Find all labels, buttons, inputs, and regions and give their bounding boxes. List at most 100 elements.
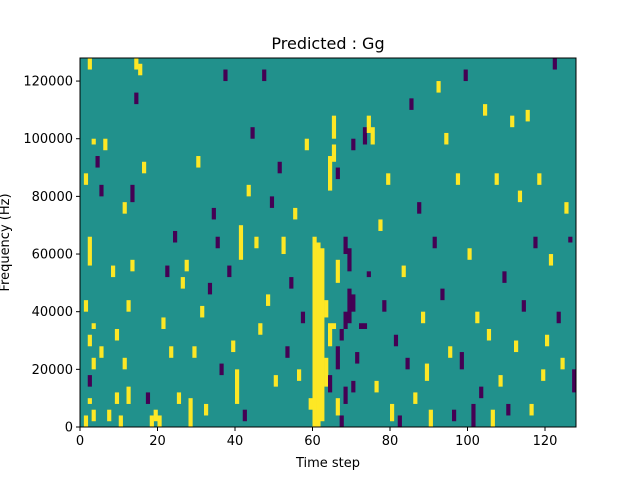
heatmap-cell [316,242,321,427]
heatmap-cell [126,300,131,312]
heatmap-cell [448,346,453,358]
heatmap-cell [560,357,565,370]
heatmap-cell [258,323,263,335]
heatmap-cell [436,81,441,93]
heatmap-cell [510,115,515,128]
heatmap-cell [331,115,337,139]
heatmap-cell [134,58,139,70]
heatmap-cell [99,184,104,197]
heatmap-cell [118,415,123,427]
heatmap-cell [324,300,329,318]
heatmap-cell [281,236,286,255]
heatmap-cell [188,398,193,427]
heatmap-cells [83,58,577,427]
heatmap-cell [452,409,457,422]
heatmap-cell [126,386,131,404]
heatmap-cell [122,202,127,214]
heatmap-cell [517,190,523,203]
heatmap-cell [335,346,340,370]
heatmap-cell [362,127,368,145]
heatmap-cell [176,392,182,404]
heatmap-cell [331,323,337,329]
x-axis: 0 20 40 60 80 100 120 [76,427,558,449]
heatmap-cell [293,207,298,220]
heatmap-cell [91,138,96,145]
heatmap-cell [393,334,399,347]
heatmap-cell [111,265,116,278]
heatmap-cell [459,352,464,370]
heatmap-cell [421,311,426,324]
heatmap-cell [343,386,348,404]
heatmap-cell [180,277,185,289]
heatmap-cell [91,323,96,329]
heatmap-cell [328,375,333,393]
plot-frame [79,57,577,428]
heatmap-cell [331,144,337,162]
heatmap-cell [103,138,108,151]
heatmap-cell [207,282,213,295]
heatmap-cell [444,132,449,145]
heatmap-cell [107,409,112,422]
heatmap-cell [308,398,313,410]
heatmap-cell [138,63,143,76]
x-tick-label: 40 [227,434,244,449]
heatmap-cell [231,340,236,353]
heatmap-cell [362,323,368,329]
heatmap-cell [145,392,151,404]
heatmap-cell [347,248,352,272]
chart-title: Predicted : Gg [271,34,384,53]
heatmap-cell [285,346,290,358]
heatmap-cell [91,357,96,370]
heatmap-cell [417,202,422,214]
heatmap-cell [374,380,379,393]
heatmap-cell [250,127,255,139]
heatmap-cell [568,236,573,243]
heatmap-cell [525,109,530,122]
y-tick-label: 40000 [32,305,73,320]
heatmap-cell [428,409,433,427]
heatmap-cell [87,375,92,387]
heatmap-cell [463,69,468,82]
heatmap-cell [521,300,526,312]
heatmap-cell [277,161,282,174]
heatmap-cell [130,184,135,203]
y-axis: 0 20000 40000 60000 80000 100000 120000 [23,75,80,436]
heatmap-cell [238,225,244,260]
heatmap-cell [498,375,503,387]
heatmap-cell [304,138,309,151]
heatmap-cell [157,415,162,427]
heatmap-cell [335,167,340,180]
heatmap-cell [246,184,251,197]
x-tick-label: 120 [533,434,558,449]
x-tick-label: 60 [304,434,321,449]
heatmap-cell [490,409,495,427]
heatmap-cell [83,300,89,312]
heatmap-cell [529,403,534,416]
heatmap-cell [351,294,356,312]
heatmap-cell [386,173,391,185]
heatmap-cell [359,323,364,329]
heatmap-cell [405,357,410,370]
heatmap-cell [95,156,100,168]
heatmap-cell [324,357,329,387]
heatmap-cell [153,409,158,422]
heatmap-cell [486,328,492,341]
heatmap-cell [149,415,154,427]
heatmap-cell [200,305,205,318]
heatmap-cell [223,69,228,82]
heatmap-cell [254,236,259,249]
y-tick-label: 20000 [32,363,73,378]
x-tick-label: 100 [455,434,480,449]
heatmap-cell [347,288,352,324]
heatmap-cell [556,311,561,324]
heatmap-cell [142,161,147,174]
heatmap-cell [219,363,224,376]
y-tick-label: 0 [65,421,73,436]
heatmap-cell [328,323,333,347]
x-tick-label: 80 [382,434,399,449]
heatmap-cell [134,92,139,105]
heatmap-cell [130,259,135,272]
heatmap-cell [320,248,325,422]
